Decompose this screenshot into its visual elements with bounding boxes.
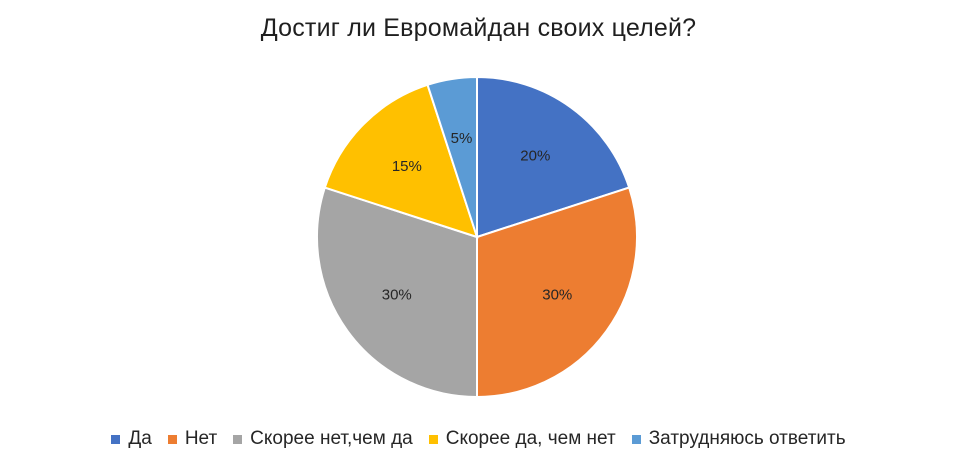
chart-title: Достиг ли Евромайдан своих целей? xyxy=(260,14,697,42)
legend-item-2: Нет xyxy=(167,428,218,450)
legend-item-1: Да xyxy=(111,428,152,450)
pie-slice-1 xyxy=(476,75,631,239)
pie-slice-3 xyxy=(316,186,478,399)
legend-label-2: Нет xyxy=(184,428,218,449)
legend-item-4: Скорее да, чем нет xyxy=(428,428,616,450)
legend-label-4: Скорее да, чем нет xyxy=(445,428,616,449)
legend-label-5: Затрудняюсь ответить xyxy=(648,428,846,449)
pie-slice-5 xyxy=(426,75,478,238)
legend-item-5: Затрудняюсь ответить xyxy=(631,428,846,450)
data-label-3: 30% xyxy=(382,286,412,303)
data-label-2: 30% xyxy=(542,286,572,303)
legend-swatch-1 xyxy=(111,434,121,444)
legend-item-3: Скорее нет,чем да xyxy=(233,428,413,450)
legend-swatch-3 xyxy=(233,434,243,444)
legend-label-3: Скорее нет,чем да xyxy=(250,428,413,449)
legend-swatch-2 xyxy=(167,434,177,444)
data-label-5: 5% xyxy=(451,130,473,147)
data-label-4: 15% xyxy=(392,158,422,175)
legend: Да Нет Скорее нет,чем да Скорее да, чем нет… xyxy=(0,428,957,450)
data-label-1: 20% xyxy=(520,148,550,165)
legend-swatch-5 xyxy=(631,434,641,444)
legend-label-1: Да xyxy=(128,428,152,449)
pie-slice-2 xyxy=(476,186,638,399)
legend-swatch-4 xyxy=(428,434,438,444)
